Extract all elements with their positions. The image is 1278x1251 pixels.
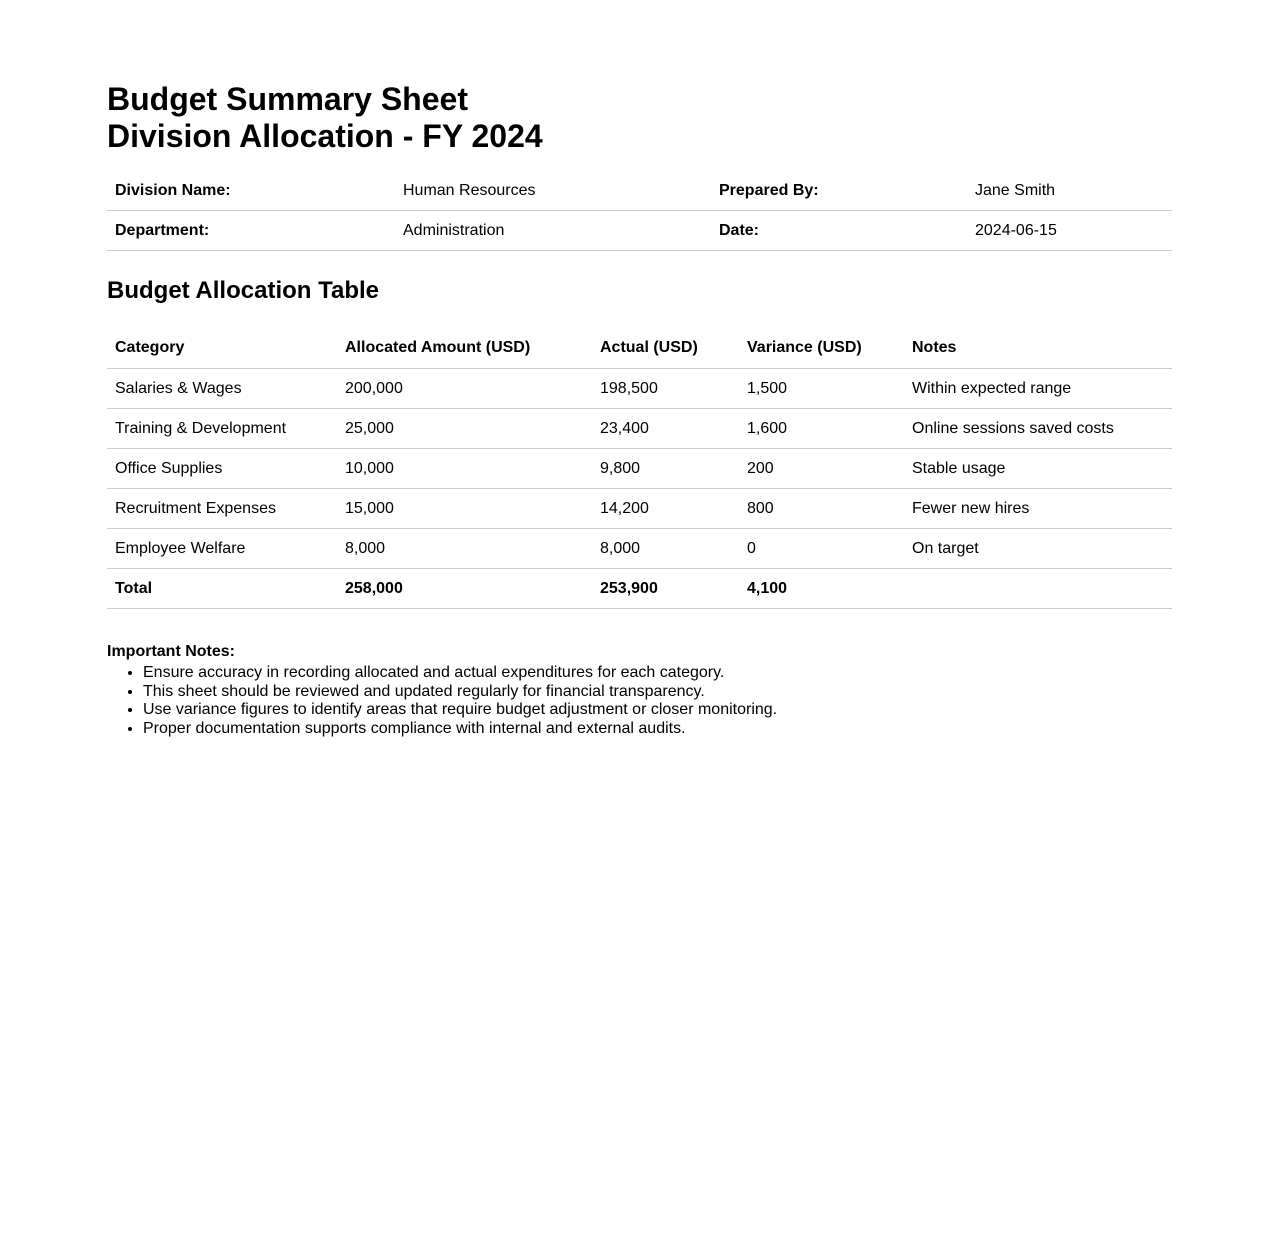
- cell-variance: 200: [739, 448, 904, 489]
- note-item: Proper documentation supports compliance…: [143, 720, 1278, 739]
- table-row: Office Supplies 10,000 9,800 200 Stable …: [107, 448, 1172, 489]
- table-row: Employee Welfare 8,000 8,000 0 On target: [107, 528, 1172, 569]
- total-label: Total: [107, 568, 337, 609]
- note-item: This sheet should be reviewed and update…: [143, 683, 1278, 702]
- table-total-row: Total 258,000 253,900 4,100: [107, 568, 1172, 609]
- date-label: Date:: [711, 210, 967, 251]
- division-name-label: Division Name:: [107, 171, 395, 211]
- prepared-by-label: Prepared By:: [711, 171, 967, 211]
- department-label: Department:: [107, 210, 395, 251]
- cell-allocated: 200,000: [337, 368, 592, 409]
- cell-variance: 0: [739, 528, 904, 569]
- info-row-department: Department: Administration Date: 2024-06…: [107, 210, 1172, 251]
- cell-notes: Fewer new hires: [904, 488, 1172, 529]
- cell-notes: Within expected range: [904, 368, 1172, 409]
- table-row: Recruitment Expenses 15,000 14,200 800 F…: [107, 488, 1172, 529]
- cell-actual: 8,000: [592, 528, 739, 569]
- title-line-2: Division Allocation - FY 2024: [107, 118, 543, 154]
- cell-category: Office Supplies: [107, 448, 337, 489]
- cell-allocated: 10,000: [337, 448, 592, 489]
- prepared-by-value: Jane Smith: [967, 171, 1172, 211]
- column-header-variance: Variance (USD): [739, 327, 904, 369]
- cell-variance: 1,600: [739, 408, 904, 449]
- cell-allocated: 8,000: [337, 528, 592, 569]
- cell-variance: 800: [739, 488, 904, 529]
- total-variance: 4,100: [739, 568, 904, 609]
- cell-notes: On target: [904, 528, 1172, 569]
- cell-allocated: 25,000: [337, 408, 592, 449]
- column-header-notes: Notes: [904, 327, 1172, 369]
- table-row: Training & Development 25,000 23,400 1,6…: [107, 408, 1172, 449]
- cell-category: Recruitment Expenses: [107, 488, 337, 529]
- department-value: Administration: [395, 210, 711, 251]
- cell-actual: 198,500: [592, 368, 739, 409]
- title-line-1: Budget Summary Sheet: [107, 81, 468, 117]
- note-item: Use variance figures to identify areas t…: [143, 701, 1278, 720]
- budget-table-heading: Budget Allocation Table: [107, 277, 380, 304]
- total-allocated: 258,000: [337, 568, 592, 609]
- budget-allocation-table: Category Allocated Amount (USD) Actual (…: [107, 327, 1172, 609]
- note-item: Ensure accuracy in recording allocated a…: [143, 664, 1278, 683]
- important-notes-section: Important Notes: Ensure accuracy in reco…: [107, 642, 1278, 738]
- date-value: 2024-06-15: [967, 210, 1172, 251]
- column-header-actual: Actual (USD): [592, 327, 739, 369]
- page-title: Budget Summary Sheet Division Allocation …: [107, 81, 1278, 155]
- cell-category: Training & Development: [107, 408, 337, 449]
- table-header-row: Category Allocated Amount (USD) Actual (…: [107, 327, 1172, 369]
- column-header-allocated: Allocated Amount (USD): [337, 327, 592, 369]
- total-notes: [904, 568, 1172, 609]
- column-header-category: Category: [107, 327, 337, 369]
- info-grid: Division Name: Human Resources Prepared …: [107, 171, 1172, 251]
- important-notes-heading: Important Notes:: [107, 643, 235, 660]
- table-row: Salaries & Wages 200,000 198,500 1,500 W…: [107, 368, 1172, 409]
- info-row-division: Division Name: Human Resources Prepared …: [107, 171, 1172, 211]
- total-actual: 253,900: [592, 568, 739, 609]
- cell-notes: Stable usage: [904, 448, 1172, 489]
- cell-actual: 14,200: [592, 488, 739, 529]
- cell-actual: 9,800: [592, 448, 739, 489]
- budget-summary-document: Budget Summary Sheet Division Allocation …: [0, 0, 1278, 738]
- cell-actual: 23,400: [592, 408, 739, 449]
- important-notes-list: Ensure accuracy in recording allocated a…: [107, 664, 1278, 738]
- division-name-value: Human Resources: [395, 171, 711, 211]
- cell-notes: Online sessions saved costs: [904, 408, 1172, 449]
- cell-allocated: 15,000: [337, 488, 592, 529]
- cell-category: Salaries & Wages: [107, 368, 337, 409]
- cell-variance: 1,500: [739, 368, 904, 409]
- cell-category: Employee Welfare: [107, 528, 337, 569]
